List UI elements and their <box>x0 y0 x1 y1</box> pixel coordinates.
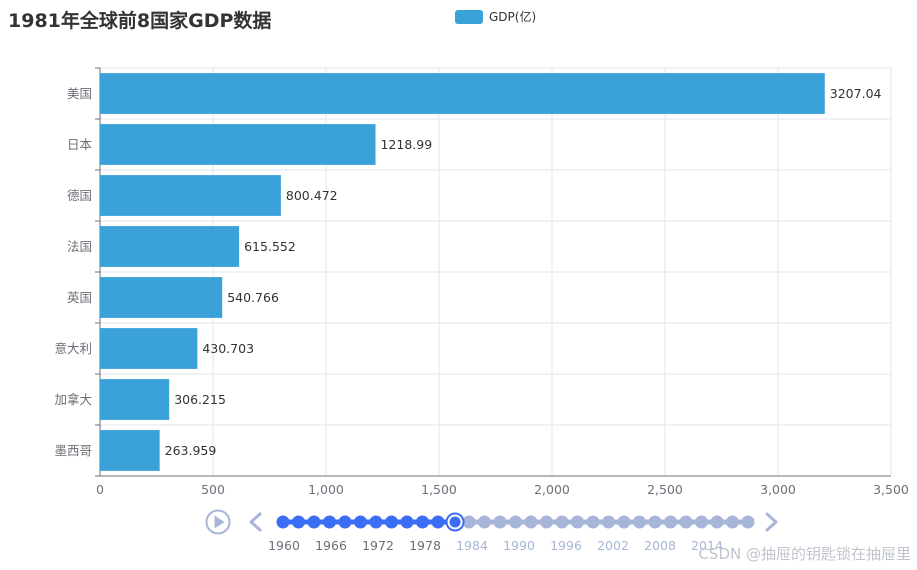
timeline-dot[interactable] <box>478 515 491 529</box>
x-tick-label: 2,500 <box>647 482 683 497</box>
timeline-label[interactable]: 1990 <box>503 538 535 553</box>
timeline-dot[interactable] <box>431 515 445 529</box>
x-tick-label: 500 <box>201 482 225 497</box>
timeline-dot[interactable] <box>385 515 398 529</box>
y-category-label: 意大利 <box>54 341 92 356</box>
timeline-dot[interactable] <box>323 515 336 529</box>
timeline-dot[interactable] <box>524 515 538 529</box>
timeline-dot[interactable] <box>292 515 305 529</box>
timeline-label[interactable]: 1966 <box>315 538 347 553</box>
timeline-dot[interactable] <box>710 515 724 529</box>
timeline-dot[interactable] <box>679 515 693 529</box>
data-label: 800.472 <box>286 188 338 203</box>
timeline-dot[interactable] <box>633 515 646 529</box>
timeline-dot[interactable] <box>509 515 522 529</box>
timeline-label[interactable]: 2002 <box>597 538 629 553</box>
legend-label: GDP(亿) <box>489 10 537 24</box>
y-category-label: 法国 <box>67 239 92 254</box>
data-label: 306.215 <box>174 392 226 407</box>
timeline-dot[interactable] <box>555 515 569 529</box>
watermark: CSDN @抽屉的钥匙锁在抽屉里 <box>698 545 911 563</box>
timeline-label[interactable]: 1972 <box>362 538 394 553</box>
timeline-dot[interactable] <box>540 515 553 529</box>
bar[interactable] <box>100 226 240 267</box>
y-category-label: 德国 <box>67 188 92 203</box>
timeline-label[interactable]: 1996 <box>550 538 582 553</box>
x-tick-label: 1,500 <box>421 482 457 497</box>
x-tick-label: 1,000 <box>308 482 344 497</box>
timeline-dot[interactable] <box>493 515 507 529</box>
x-tick-label: 2,000 <box>534 482 570 497</box>
y-category-label: 加拿大 <box>54 392 92 407</box>
timeline-dot[interactable] <box>400 515 414 529</box>
y-category-label: 日本 <box>67 137 93 152</box>
timeline-dot[interactable] <box>741 515 755 529</box>
bar[interactable] <box>100 175 281 216</box>
bar[interactable] <box>100 379 170 420</box>
x-tick-label: 3,000 <box>760 482 796 497</box>
legend-swatch <box>455 9 483 24</box>
play-icon[interactable] <box>214 515 225 529</box>
play-button[interactable] <box>205 509 231 535</box>
timeline-dot[interactable] <box>648 515 662 529</box>
timeline-dot[interactable] <box>726 515 739 529</box>
timeline-label[interactable]: 1978 <box>409 538 441 553</box>
data-label: 1218.99 <box>380 137 432 152</box>
bar[interactable] <box>100 124 376 165</box>
y-category-label: 英国 <box>67 290 92 305</box>
data-label: 263.959 <box>165 443 217 458</box>
timeline-label[interactable]: 2008 <box>644 538 676 553</box>
timeline-dot[interactable] <box>307 515 321 529</box>
bar[interactable] <box>100 430 160 471</box>
data-label: 3207.04 <box>830 86 882 101</box>
timeline-dot[interactable] <box>571 515 584 529</box>
timeline-dot[interactable] <box>369 515 383 529</box>
timeline-label[interactable]: 1960 <box>268 538 300 553</box>
bar[interactable] <box>100 73 825 114</box>
timeline-dot[interactable] <box>617 515 631 529</box>
prev-chevron-icon[interactable] <box>249 512 262 532</box>
chart-title: 1981年全球前8国家GDP数据 <box>8 10 272 32</box>
data-label: 540.766 <box>227 290 279 305</box>
bar[interactable] <box>100 277 223 318</box>
timeline-dot[interactable] <box>695 515 708 529</box>
timeline-dot[interactable] <box>664 515 677 529</box>
timeline-label[interactable]: 1984 <box>456 538 488 553</box>
timeline-handle-core <box>449 516 461 528</box>
next-chevron-icon[interactable] <box>765 512 778 532</box>
timeline-dot[interactable] <box>602 515 615 529</box>
y-category-label: 墨西哥 <box>54 443 92 458</box>
x-tick-label: 0 <box>96 482 104 497</box>
timeline-dot[interactable] <box>338 515 352 529</box>
timeline-dot[interactable] <box>462 515 476 529</box>
timeline-dot[interactable] <box>586 515 600 529</box>
x-tick-label: 3,500 <box>873 482 909 497</box>
chart-legend[interactable]: GDP(亿) <box>455 8 536 25</box>
timeline-dot[interactable] <box>276 515 290 529</box>
data-label: 615.552 <box>244 239 296 254</box>
timeline-dot[interactable] <box>416 515 429 529</box>
bar[interactable] <box>100 328 198 369</box>
timeline-label[interactable]: 2014 <box>691 538 723 553</box>
timeline-dot[interactable] <box>354 515 367 529</box>
data-label: 430.703 <box>202 341 254 356</box>
y-category-label: 美国 <box>67 86 92 101</box>
